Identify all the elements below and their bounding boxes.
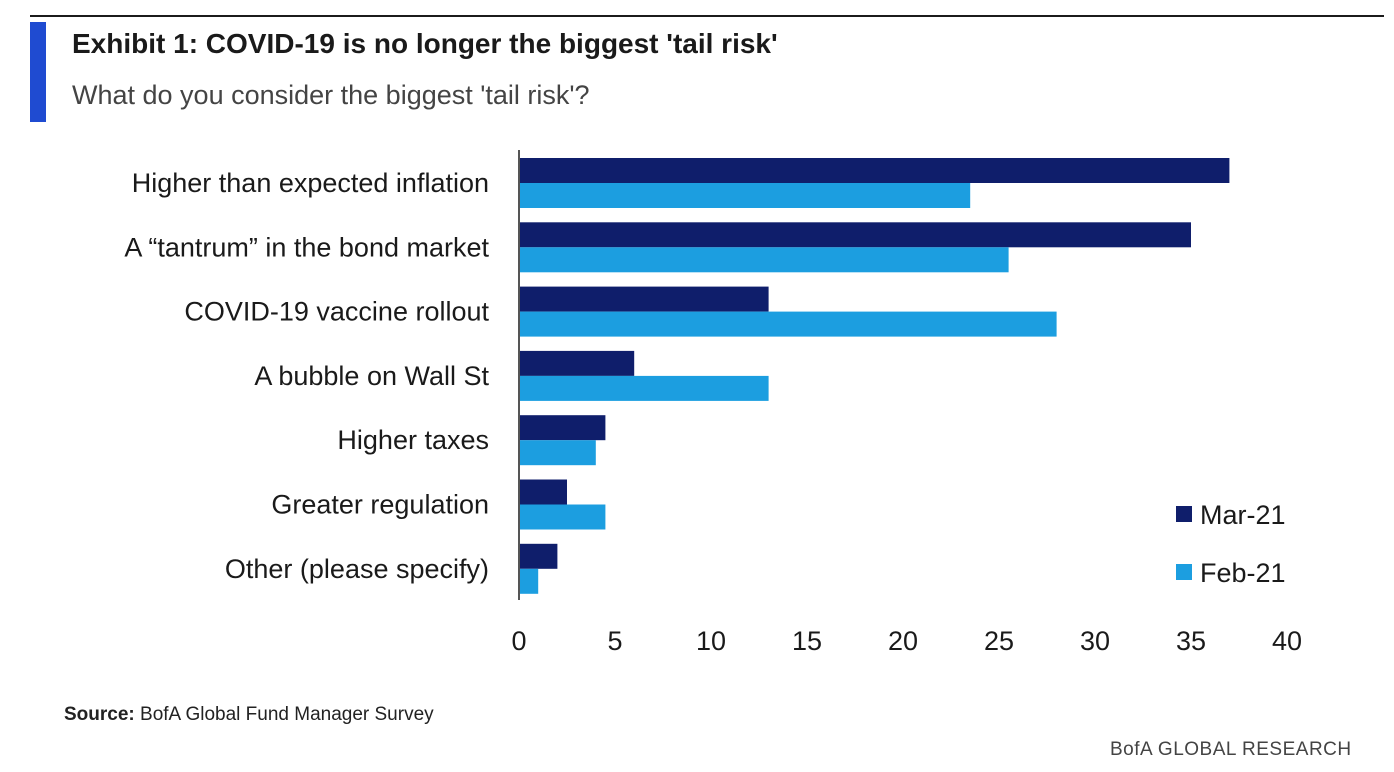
x-tick-label: 20 (888, 626, 918, 656)
bar-mar-21-3 (519, 286, 769, 312)
legend-label-mar-21: Mar-21 (1200, 500, 1286, 530)
bar-feb-21-6 (519, 504, 606, 530)
bar-feb-21-3 (519, 311, 1057, 337)
category-label: Higher than expected inflation (132, 168, 489, 198)
x-tick-label: 0 (511, 626, 526, 656)
bar-mar-21-1 (519, 158, 1230, 183)
category-label: A “tantrum” in the bond market (124, 232, 489, 262)
bar-mar-21-5 (519, 415, 606, 441)
legend-label-feb-21: Feb-21 (1200, 558, 1286, 588)
legend-swatch-feb-21 (1176, 564, 1192, 580)
x-tick-label: 30 (1080, 626, 1110, 656)
chart-title: Exhibit 1: COVID-19 is no longer the big… (72, 28, 778, 59)
bar-feb-21-1 (519, 183, 971, 208)
category-label: Other (please specify) (225, 554, 489, 584)
category-label: Higher taxes (337, 425, 489, 455)
brand-label: BofA GLOBAL RESEARCH (1110, 739, 1352, 760)
bar-feb-21-2 (519, 247, 1009, 273)
x-tick-label: 35 (1176, 626, 1206, 656)
category-label: COVID-19 vaccine rollout (184, 297, 489, 327)
accent-bar (30, 22, 46, 122)
legend-swatch-mar-21 (1176, 506, 1192, 522)
bar-mar-21-6 (519, 479, 567, 505)
source-label: Source: (64, 704, 135, 725)
bar-feb-21-5 (519, 440, 596, 466)
bar-feb-21-4 (519, 375, 769, 401)
bar-mar-21-4 (519, 350, 635, 376)
category-label: A bubble on Wall St (254, 361, 489, 391)
top-rule (30, 15, 1384, 17)
category-label: Greater regulation (271, 490, 489, 520)
bar-mar-21-7 (519, 543, 558, 569)
bar-feb-21-7 (519, 568, 539, 594)
x-tick-label: 40 (1272, 626, 1302, 656)
x-tick-label: 15 (792, 626, 822, 656)
source-text: BofA Global Fund Manager Survey (134, 704, 434, 725)
source-note: Source: BofA Global Fund Manager Survey (64, 704, 434, 726)
chart-subtitle: What do you consider the biggest 'tail r… (72, 80, 590, 110)
bar-mar-21-2 (519, 222, 1191, 248)
x-tick-label: 10 (696, 626, 726, 656)
x-tick-label: 5 (607, 626, 622, 656)
x-tick-label: 25 (984, 626, 1014, 656)
